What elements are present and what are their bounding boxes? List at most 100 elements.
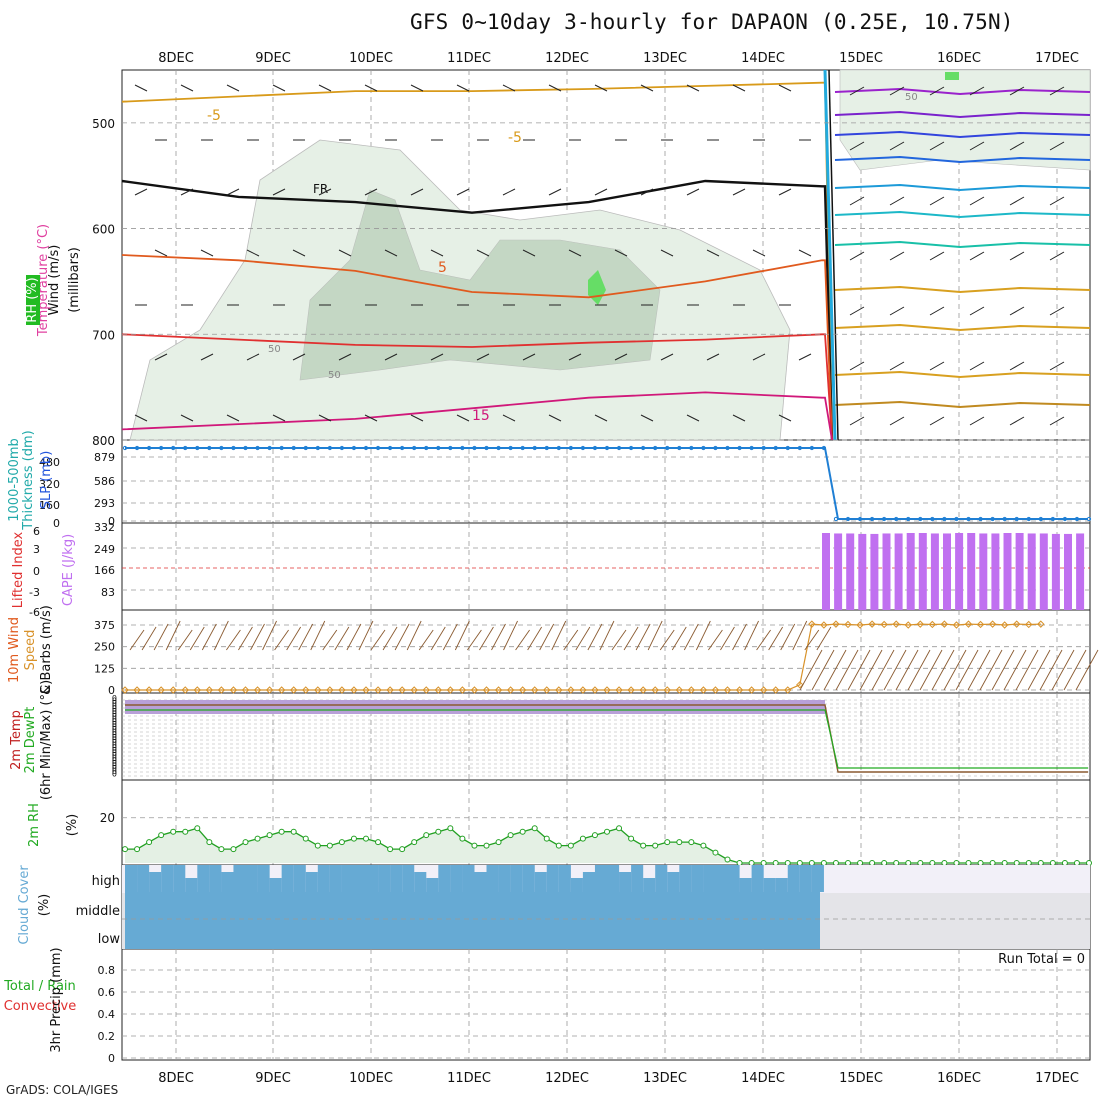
- wind-barb: [522, 353, 536, 361]
- y-tick-temp: 0: [112, 741, 117, 750]
- wind-barb-10m: [647, 620, 663, 651]
- panel-label-precip: Convective: [4, 999, 77, 1014]
- slp-marker: [821, 445, 827, 451]
- cape-bar: [882, 533, 891, 610]
- rh-marker: [290, 828, 297, 835]
- y-tick-temp: 0: [112, 710, 117, 719]
- cape-bar: [1064, 533, 1072, 610]
- wind-barb-10m: [358, 620, 374, 651]
- wind-barb: [384, 249, 398, 257]
- rh-marker: [555, 842, 562, 849]
- wind-barb: [456, 188, 470, 196]
- wind-barb-10m: [129, 629, 145, 651]
- y-tick-cape: 332: [94, 521, 115, 534]
- cloud-high-bar: [703, 865, 716, 892]
- rh-marker: [338, 839, 345, 846]
- wind-barb: [226, 84, 240, 92]
- slp-marker: [122, 445, 128, 451]
- wind-barb: [1009, 196, 1025, 206]
- wind-barb: [410, 414, 424, 422]
- cloud-high-bar: [149, 872, 162, 892]
- rh-marker: [326, 842, 333, 849]
- slp-marker: [616, 445, 622, 451]
- wind-barb: [889, 141, 905, 151]
- wind-barb: [430, 249, 444, 257]
- cape-bar: [1051, 533, 1060, 610]
- wind-barb: [200, 353, 214, 361]
- cape-bar: [894, 533, 903, 610]
- wind-barb: [640, 84, 654, 92]
- rh-marker: [1049, 860, 1056, 866]
- y-tick-temp: 0: [112, 704, 117, 713]
- wind-barb-10m: [967, 649, 991, 691]
- wind-barb: [1009, 361, 1025, 371]
- slp-marker: [942, 516, 947, 522]
- slp-marker: [243, 445, 248, 451]
- y-tick-wind: 0: [108, 684, 115, 697]
- cloud-high-bar: [378, 865, 391, 892]
- wind-barb-10m: [515, 629, 530, 651]
- slp-marker: [496, 445, 501, 451]
- wind-barb-10m: [659, 629, 675, 651]
- rh-fill-right: [839, 69, 1091, 171]
- y-tick-temp: 0: [112, 720, 117, 729]
- wind-barb-10m: [943, 649, 967, 691]
- y-tick-temp: 0: [112, 746, 117, 755]
- panel-label-temp2m: 2m Temp: [9, 710, 24, 770]
- rh-marker: [218, 846, 225, 853]
- rh-marker: [230, 846, 237, 853]
- y-tick-li: 6: [33, 525, 40, 538]
- cloud-high-bar: [173, 865, 186, 892]
- contour-label: -5: [508, 130, 522, 146]
- cape-bar: [858, 533, 867, 610]
- y-tick-cape: 249: [94, 543, 115, 556]
- y-tick-li: -3: [29, 586, 40, 599]
- wind-barb-10m: [406, 620, 422, 651]
- wind-barb: [548, 188, 562, 196]
- rh-marker: [905, 860, 912, 866]
- slp-marker: [424, 445, 429, 451]
- slp-marker: [291, 445, 296, 451]
- wind-barb-10m: [871, 649, 895, 691]
- temp-line-5: [121, 254, 833, 441]
- wind-barb-10m: [262, 620, 277, 651]
- wind-barb-10m: [491, 623, 506, 651]
- rh-marker: [796, 860, 803, 866]
- y-tick-mb: 500: [92, 117, 115, 131]
- cloud-high-bar: [691, 865, 704, 892]
- y-tick-temp: 0: [112, 730, 117, 739]
- wind-barb: [1009, 306, 1025, 316]
- rh-marker: [206, 839, 213, 846]
- cloud-high-bar: [558, 865, 571, 892]
- slp-marker: [1062, 516, 1068, 522]
- dewpt-line: [125, 709, 1088, 769]
- panel-label-rh2m: (%): [65, 814, 80, 837]
- cape-bar: [906, 533, 915, 610]
- slp-marker: [918, 516, 923, 522]
- wind-barb-10m: [835, 649, 859, 691]
- wind-barb-10m: [201, 623, 217, 651]
- wind-barb-10m: [213, 620, 229, 651]
- wind-barb: [522, 249, 536, 257]
- slp-line: [125, 447, 1088, 520]
- rh-marker: [242, 839, 249, 846]
- y-tick-temp: 0: [112, 767, 117, 776]
- wind-barb: [338, 249, 352, 257]
- wind-barb: [318, 414, 332, 422]
- wind-barb-10m: [811, 649, 835, 691]
- rh-marker: [495, 839, 502, 846]
- wind-barb-10m: [756, 629, 771, 651]
- slp-marker: [400, 445, 405, 451]
- cloud-high-bar: [715, 865, 728, 892]
- rh-marker: [507, 832, 514, 839]
- y-tick-slp: 0: [108, 515, 115, 528]
- rh-marker: [772, 860, 779, 866]
- slp-marker: [159, 445, 164, 451]
- temp-line-FR: [121, 179, 834, 441]
- slp-marker: [725, 445, 730, 451]
- y-tick-cloud-middle: middle: [76, 904, 120, 919]
- cloud-high-bar: [570, 878, 583, 892]
- temp-line-right: [834, 210, 1091, 219]
- panel-label-precip: 3hr Precip (mm): [49, 947, 64, 1052]
- y-tick-temp: 0: [112, 749, 117, 758]
